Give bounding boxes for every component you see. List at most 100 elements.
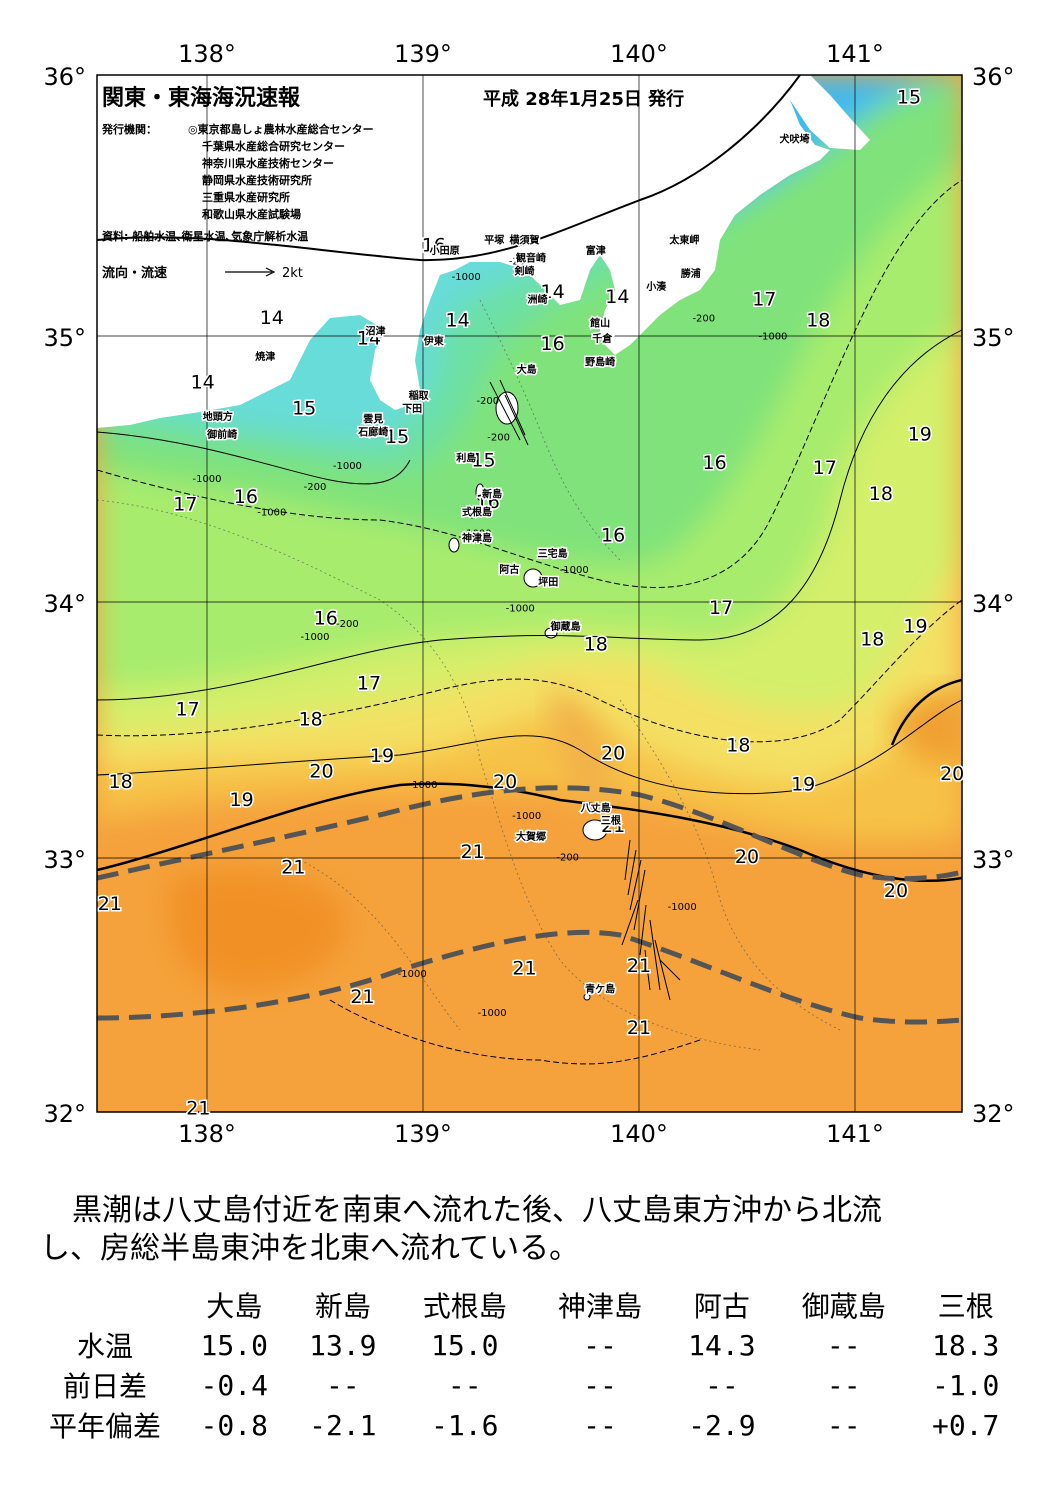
table-row: 水温 15.0 13.9 15.0 -- 14.3 -- 18.3 xyxy=(30,1325,1020,1365)
place-label: 焼津 xyxy=(255,350,275,363)
isotherm-label: 16 xyxy=(314,608,338,630)
issue-date: 平成 28年1月25日 発行 xyxy=(483,88,684,110)
table-cell: -- xyxy=(325,1368,360,1402)
table-cell: -0.8 xyxy=(200,1408,268,1442)
depth-label: -200 xyxy=(556,853,579,864)
place-label: 太東岬 xyxy=(668,234,699,247)
place-label: 平塚 xyxy=(484,234,504,247)
isotherm-label: 19 xyxy=(903,615,927,637)
isotherm-label: 20 xyxy=(309,761,333,783)
place-label: 沼津 xyxy=(366,324,386,337)
hachijojima-island xyxy=(582,819,608,841)
place-label: 阿古 xyxy=(499,563,519,576)
place-label: 利島 xyxy=(456,451,476,464)
depth-label: -1000 xyxy=(300,632,329,643)
isotherm-label: 15 xyxy=(385,426,409,448)
isotherm-label: 20 xyxy=(735,846,759,868)
table-cell: 15.0 xyxy=(200,1328,268,1362)
hachijo-tongue xyxy=(548,690,611,816)
place-label: 富津 xyxy=(586,244,606,257)
place-label: 野島崎 xyxy=(585,355,615,368)
lon-top-139: 139° xyxy=(394,40,452,68)
place-label: 千倉 xyxy=(592,332,613,345)
isotherm-label: 14 xyxy=(446,310,470,332)
table-cell: -- xyxy=(583,1328,617,1362)
table-cell: -- xyxy=(826,1408,861,1442)
isotherm-label: 18 xyxy=(860,628,884,650)
lat-left-36: 36° xyxy=(43,63,86,91)
lon-bottom-139: 139° xyxy=(394,1120,452,1148)
land-honshu xyxy=(97,75,830,428)
issuer-2: 神奈川県水産技術センター xyxy=(202,156,334,170)
table-row: 前日差 -0.4 -- -- -- -- -- -1.0 xyxy=(30,1365,1020,1405)
shikinejima-island xyxy=(468,509,476,519)
table-cell: -- xyxy=(447,1368,482,1402)
table-cell: 13.9 xyxy=(309,1328,377,1362)
place-label: 石廊崎 xyxy=(357,425,388,438)
isotherm-label: 16 xyxy=(541,333,565,355)
depth-label-layer: -200 -1000 -200 -1000 -200 -200 -200 -1000 -1000… xyxy=(192,256,787,1019)
warm-core-west xyxy=(168,869,347,991)
depth-label: -200 xyxy=(304,482,327,493)
depth-label: -1000 xyxy=(462,529,491,540)
depth-label: -1000 xyxy=(408,780,437,791)
place-label: 稲取 xyxy=(409,389,430,402)
kozushima-island xyxy=(448,537,460,553)
place-label: 御蔵島 xyxy=(550,620,581,633)
isotherm-21 xyxy=(329,999,701,1065)
legend-label: 流向・流速 xyxy=(102,265,167,281)
depth-label: -200 xyxy=(336,619,359,630)
table-cell: -2.1 xyxy=(309,1408,377,1442)
lat-right-35: 35° xyxy=(972,324,1015,352)
sea-condition-map: 138° 139° 140° 141° 138° 139° 140° 141° … xyxy=(43,40,1015,1148)
isotherm-label: 17 xyxy=(752,289,776,311)
place-label: 観音崎 xyxy=(516,252,546,265)
depth-label: -1000 xyxy=(506,604,535,615)
isotherm-label: 18 xyxy=(726,735,750,757)
place-label: 三宅島 xyxy=(538,547,568,560)
table-cell: -- xyxy=(583,1408,617,1442)
lon-bottom-141: 141° xyxy=(826,1120,884,1148)
place-label: 神津島 xyxy=(462,532,492,545)
depth-label: -1000 xyxy=(452,272,481,283)
isotherm-label: 16 xyxy=(703,452,727,474)
isotherm-label: 17 xyxy=(709,597,733,619)
place-label: 横須賀 xyxy=(510,234,540,247)
column-header: 神津島 xyxy=(557,1290,642,1323)
isotherm-label: 14 xyxy=(357,328,381,350)
isotherm-label: 14 xyxy=(260,307,284,329)
data-source: 資料: 船舶水温､衛星水温､気象庁解析水温 xyxy=(102,229,308,243)
place-label: 地頭方 xyxy=(203,410,233,423)
isotherm-20 xyxy=(97,782,962,883)
place-label: 剣崎 xyxy=(514,265,535,278)
isotherm-label: 17 xyxy=(813,457,837,479)
isotherm-label: 21 xyxy=(601,815,625,837)
map-frame xyxy=(96,74,963,1113)
isotherm-label: 20 xyxy=(601,742,625,764)
place-label: 大島 xyxy=(517,363,537,376)
lat-left-35: 35° xyxy=(43,324,86,352)
column-header: 三根 xyxy=(937,1290,994,1323)
column-header: 新島 xyxy=(314,1290,371,1323)
row-label: 前日差 xyxy=(62,1370,147,1403)
place-label: 小田原 xyxy=(429,244,460,257)
miyakejima-island xyxy=(523,568,543,588)
isotherm-label: 20 xyxy=(940,763,964,785)
isotherm-label: 14 xyxy=(541,281,565,303)
isotherm-label: 21 xyxy=(350,986,374,1008)
table-cell: -- xyxy=(826,1328,861,1362)
issuer-3: 静岡県水産技術研究所 xyxy=(202,173,312,187)
issuer-1: 千葉県水産総合研究センター xyxy=(202,139,345,153)
place-label: 式根島 xyxy=(462,506,492,519)
table-cell: -1.6 xyxy=(431,1408,499,1442)
isotherm-label: 20 xyxy=(884,880,908,902)
depth-label: -1000 xyxy=(192,474,221,485)
kuroshio-north-edge xyxy=(97,785,962,882)
place-label: 新島 xyxy=(482,488,502,501)
isotherm-17 xyxy=(97,329,962,701)
place-label: 勝浦 xyxy=(681,267,701,280)
isotherm-label: 14 xyxy=(191,372,215,394)
isotherm-label: 21 xyxy=(461,841,485,863)
isotherm-label: 14 xyxy=(605,286,629,308)
depth-label: -1000 xyxy=(560,565,589,576)
